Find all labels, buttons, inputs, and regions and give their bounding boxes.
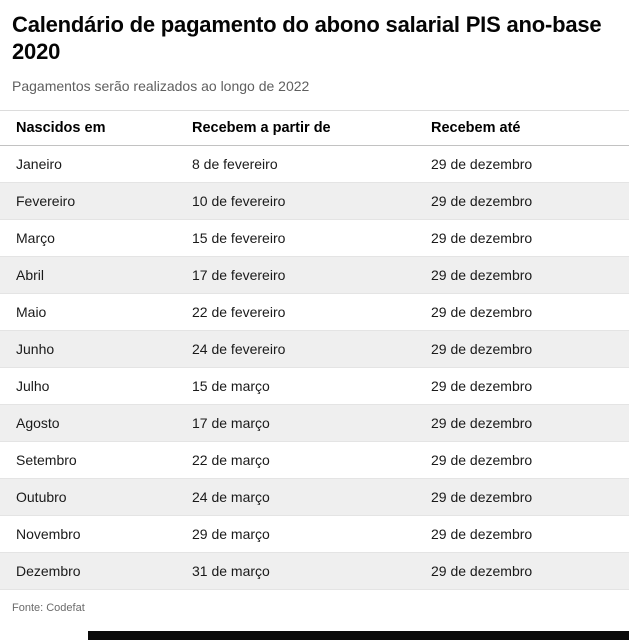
cell-receive-until: 29 de dezembro (431, 451, 533, 468)
header-cell-receive-until: Recebem até (431, 119, 521, 136)
cell-born-in: Abril (16, 266, 45, 283)
cell-born-in: Novembro (16, 525, 81, 542)
cell-receive-until: 29 de dezembro (431, 488, 533, 505)
table-row: Maio 22 de fevereiro 29 de dezembro (0, 293, 629, 331)
table-row: Março 15 de fevereiro 29 de dezembro (0, 219, 629, 257)
cell-receive-from: 10 de fevereiro (192, 192, 286, 209)
cell-born-in: Junho (16, 340, 55, 357)
cell-receive-from: 8 de fevereiro (192, 155, 278, 172)
cell-receive-until: 29 de dezembro (431, 340, 533, 357)
cell-born-in: Maio (16, 303, 47, 320)
cell-receive-from: 29 de março (192, 525, 270, 542)
table-row: Julho 15 de março 29 de dezembro (0, 367, 629, 405)
cell-receive-from: 17 de fevereiro (192, 266, 286, 283)
cell-born-in: Agosto (16, 414, 60, 431)
cell-receive-until: 29 de dezembro (431, 562, 533, 579)
cell-receive-until: 29 de dezembro (431, 229, 533, 246)
table-row: Abril 17 de fevereiro 29 de dezembro (0, 256, 629, 294)
cell-receive-until: 29 de dezembro (431, 192, 533, 209)
header-cell-receive-from: Recebem a partir de (192, 119, 331, 136)
cell-receive-until: 29 de dezembro (431, 266, 533, 283)
source-note: Fonte: Codefat (12, 601, 85, 614)
cell-receive-from: 17 de março (192, 414, 270, 431)
table-row: Dezembro 31 de março 29 de dezembro (0, 552, 629, 590)
cell-receive-from: 15 de março (192, 377, 270, 394)
table-row: Junho 24 de fevereiro 29 de dezembro (0, 330, 629, 368)
cell-born-in: Setembro (16, 451, 77, 468)
table-row: Fevereiro 10 de fevereiro 29 de dezembro (0, 182, 629, 220)
cell-born-in: Fevereiro (16, 192, 76, 209)
bottom-bar (88, 631, 629, 640)
cell-born-in: Março (16, 229, 55, 246)
cell-receive-until: 29 de dezembro (431, 303, 533, 320)
payment-calendar-table: Nascidos em Recebem a partir de Recebem … (0, 109, 629, 590)
table-row: Outubro 24 de março 29 de dezembro (0, 478, 629, 516)
cell-receive-from: 31 de março (192, 562, 270, 579)
page-subtitle: Pagamentos serão realizados ao longo de … (12, 77, 310, 94)
cell-receive-until: 29 de dezembro (431, 525, 533, 542)
page-title: Calendário de pagamento do abono salaria… (12, 12, 602, 64)
table-row: Agosto 17 de março 29 de dezembro (0, 404, 629, 442)
header-cell-born-in: Nascidos em (16, 119, 106, 136)
table-header-row: Nascidos em Recebem a partir de Recebem … (0, 109, 629, 146)
cell-receive-from: 22 de março (192, 451, 270, 468)
cell-receive-until: 29 de dezembro (431, 414, 533, 431)
cell-receive-until: 29 de dezembro (431, 155, 533, 172)
cell-born-in: Dezembro (16, 562, 81, 579)
table-row: Setembro 22 de março 29 de dezembro (0, 441, 629, 479)
header: Calendário de pagamento do abono salaria… (0, 0, 629, 94)
cell-born-in: Julho (16, 377, 50, 394)
cell-born-in: Outubro (16, 488, 67, 505)
cell-receive-from: 24 de março (192, 488, 270, 505)
cell-receive-from: 22 de fevereiro (192, 303, 286, 320)
table-row: Novembro 29 de março 29 de dezembro (0, 515, 629, 553)
cell-receive-from: 15 de fevereiro (192, 229, 286, 246)
cell-born-in: Janeiro (16, 155, 62, 172)
cell-receive-from: 24 de fevereiro (192, 340, 286, 357)
table-row: Janeiro 8 de fevereiro 29 de dezembro (0, 145, 629, 183)
cell-receive-until: 29 de dezembro (431, 377, 533, 394)
